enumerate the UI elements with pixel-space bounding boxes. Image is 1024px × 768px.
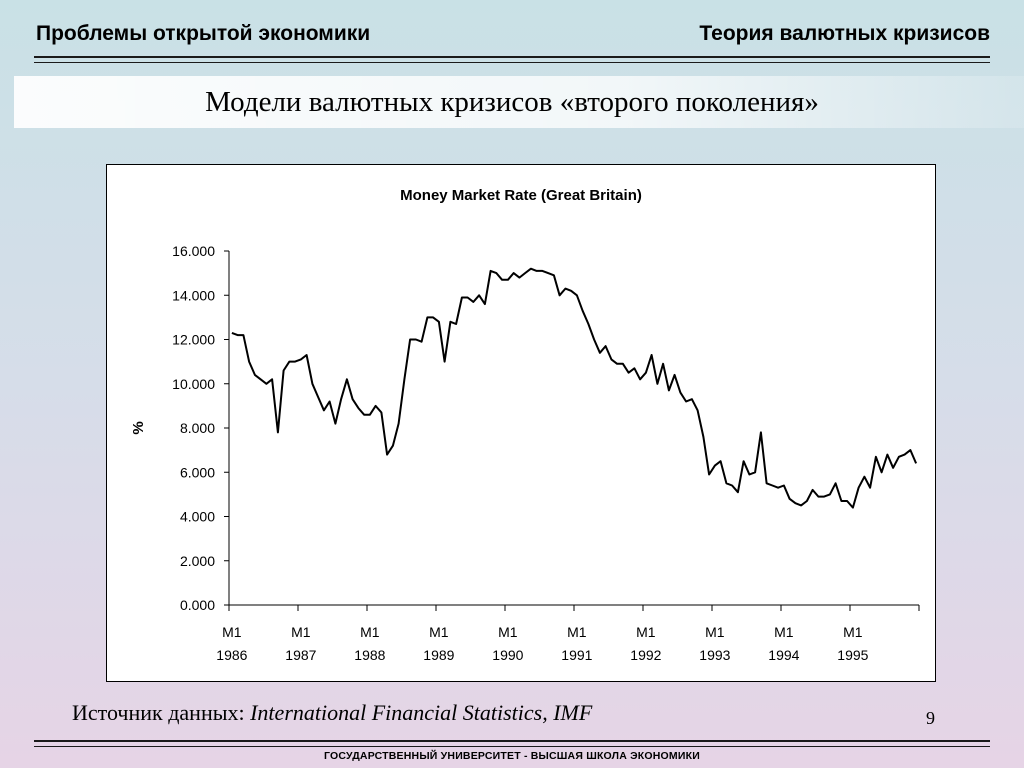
x-tick-label-year: 1986 [216,647,247,663]
x-tick-label-month: M1 [360,624,380,640]
x-tick-label-year: 1995 [837,647,868,663]
x-tick-label-month: M1 [774,624,794,640]
y-tick-label: 8.000 [180,420,215,436]
y-tick-label: 6.000 [180,464,215,480]
slide-title: Модели валютных кризисов «второго поколе… [205,86,819,118]
y-tick-label: 16.000 [172,243,215,259]
chart-title: Money Market Rate (Great Britain) [400,187,642,204]
x-tick-label-year: 1987 [285,647,316,663]
source-name: International Financial Statistics, IMF [250,700,593,725]
page-number: 9 [926,708,935,728]
y-tick-label: 0.000 [180,597,215,613]
header-left-title: Проблемы открытой экономики [36,22,371,45]
series-line [231,267,918,509]
footer-divider-top [34,740,990,742]
x-tick-label-month: M1 [222,624,242,640]
header-right-title: Теория валютных кризисов [699,22,990,45]
chart-ticks: 0.000 2.000 4.000 6.000 8.000 10.000 12.000 14.… [172,243,920,663]
footer-divider-bottom [34,746,990,747]
y-tick-label: 10.000 [172,376,215,392]
x-tick-label-month: M1 [429,624,449,640]
y-tick-label: 12.000 [172,332,215,348]
y-tick-label: 4.000 [180,509,215,525]
chart-axes [228,251,919,606]
y-tick-label: 2.000 [180,553,215,569]
header-divider-bottom [34,62,990,63]
footer-text: ГОСУДАРСТВЕННЫЙ УНИВЕРСИТЕТ - ВЫСШАЯ ШКО… [324,750,700,762]
x-tick-label-month: M1 [705,624,725,640]
x-tick-label-month: M1 [498,624,518,640]
title-band [14,76,1024,128]
x-tick-label-month: M1 [636,624,656,640]
x-tick-label-month: M1 [567,624,587,640]
source-prefix: Источник данных: [72,700,251,725]
chart-panel: Money Market Rate (Great Britain) % 0.00… [106,164,936,682]
x-tick-label-year: 1993 [699,647,730,663]
y-tick-label: 14.000 [172,287,215,303]
x-tick-label-year: 1988 [354,647,385,663]
money-market-rate-chart: Money Market Rate (Great Britain) % 0.00… [130,187,920,663]
x-tick-label-year: 1990 [492,647,523,663]
x-tick-label-month: M1 [291,624,311,640]
x-tick-label-year: 1994 [768,647,799,663]
y-axis-label: % [130,421,147,434]
header-divider-top [34,56,990,58]
x-tick-label-year: 1989 [423,647,454,663]
x-tick-label-month: M1 [843,624,863,640]
x-tick-label-year: 1991 [561,647,592,663]
x-tick-label-year: 1992 [630,647,661,663]
data-source: Источник данных: International Financial… [72,700,592,726]
